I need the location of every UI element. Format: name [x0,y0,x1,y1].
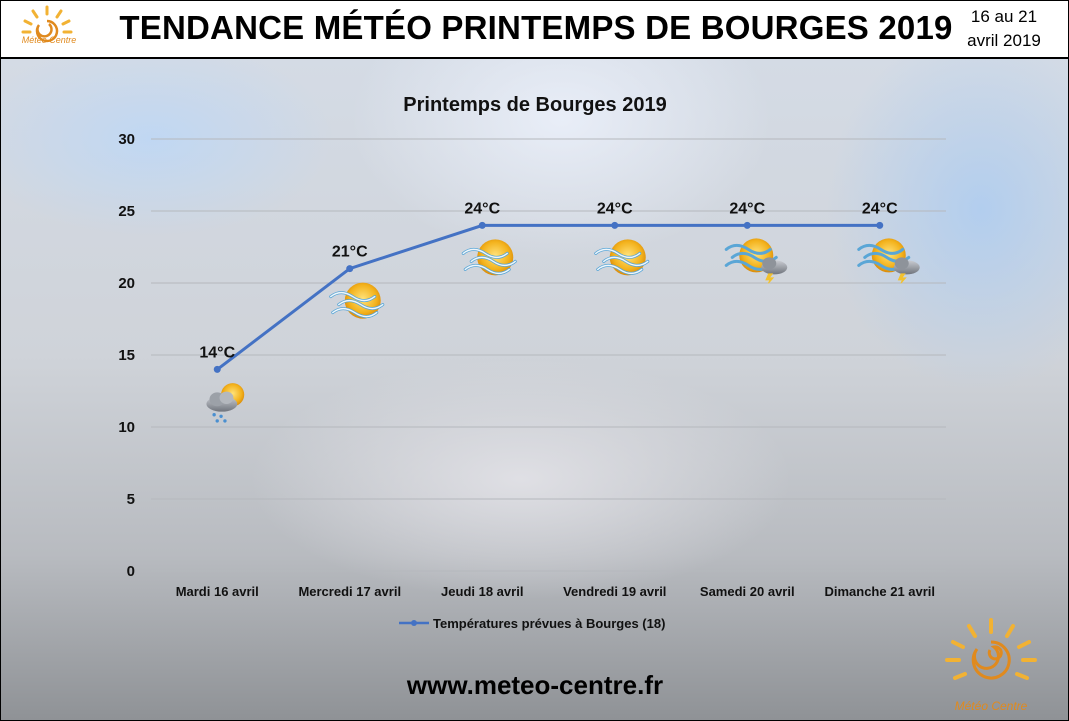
x-tick-label: Vendredi 19 avril [563,584,666,599]
y-tick-label: 30 [118,131,135,148]
data-labels: 14°C 21°C 24°C 24°C 24°C 24°C [199,200,898,361]
logo-text-bottom: Météo Centre [955,699,1028,713]
weather-icons [206,236,922,423]
legend-swatch-marker [411,620,417,626]
y-gridlines [151,138,946,572]
date-range-line1: 16 au 21 [970,7,1038,26]
x-tick-label: Samedi 20 avril [700,584,795,599]
data-label: 14°C [199,344,235,361]
y-tick-label: 5 [127,491,135,508]
data-label: 24°C [729,200,765,217]
data-point [213,365,221,373]
chart-area: Printemps de Bourges 2019 0 5 10 15 20 25 30 M… [1,59,1068,720]
data-point [611,221,619,229]
page-title: TENDANCE MÉTÉO PRINTEMPS DE BOURGES 2019 [119,9,953,46]
chart-title: Printemps de Bourges 2019 [403,94,666,116]
x-tick-label: Mardi 16 avril [176,584,259,599]
data-point [346,265,354,273]
sun-haze-storm-icon [857,236,922,284]
data-label: 21°C [332,244,368,261]
data-point [876,221,884,229]
date-range-line2: avril 2019 [967,31,1041,50]
meteo-centre-logo-icon: Météo Centre [945,618,1037,713]
footer-website-url[interactable]: www.meteo-centre.fr [406,670,663,700]
data-label: 24°C [862,200,898,217]
y-tick-label: 0 [127,563,135,580]
sun-haze-icon [461,237,517,277]
date-range: 16 au 21 avril 2019 [949,5,1059,53]
meteo-centre-logo-icon [21,5,73,43]
x-tick-label: Jeudi 18 avril [441,584,523,599]
legend: Températures prévues à Bourges (18) [399,616,665,631]
data-point [478,221,486,229]
x-tick-label: Dimanche 21 avril [824,584,935,599]
data-label: 24°C [597,200,633,217]
header-bar: Météo Centre TENDANCE MÉTÉO PRINTEMPS DE… [1,1,1068,59]
temperature-chart: Printemps de Bourges 2019 0 5 10 15 20 25 30 M… [118,94,1037,713]
y-tick-label: 20 [118,275,135,292]
data-label: 24°C [464,200,500,217]
sun-cloud-rain-icon [206,383,245,423]
data-point [743,221,751,229]
sun-haze-icon [594,237,650,277]
logo-text-top: Météo Centre [21,35,77,45]
x-axis-labels: Mardi 16 avril Mercredi 17 avril Jeudi 18 … [176,584,935,599]
y-axis-ticks: 0 5 10 15 20 25 30 [118,131,135,580]
y-tick-label: 10 [118,419,135,436]
sun-haze-storm-icon [724,236,789,284]
x-tick-label: Mercredi 17 avril [298,584,401,599]
series-line-temperatures [216,223,880,371]
series-points [213,221,884,373]
legend-entry: Températures prévues à Bourges (18) [433,616,665,631]
y-tick-label: 25 [118,203,135,220]
sun-haze-icon [329,281,385,321]
y-tick-label: 15 [118,347,135,364]
